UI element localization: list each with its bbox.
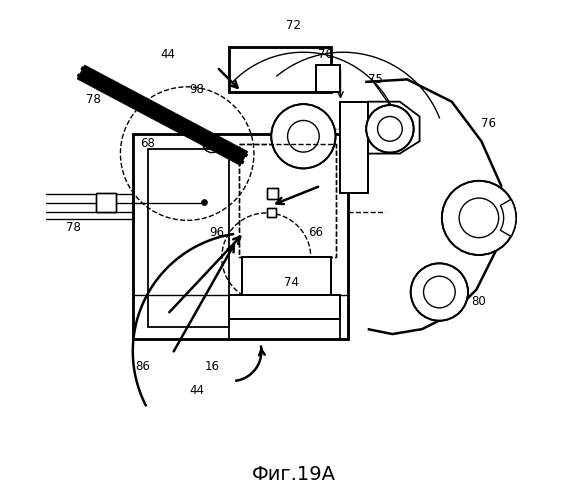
Bar [267, 188, 278, 199]
Text: Фиг.19А: Фиг.19А [251, 466, 336, 484]
Text: 98: 98 [190, 83, 204, 96]
Text: 70: 70 [318, 48, 333, 61]
Bar [229, 48, 330, 92]
Bar [133, 134, 348, 339]
Text: 96: 96 [210, 226, 224, 239]
Polygon shape [77, 65, 248, 166]
Bar [96, 193, 116, 212]
Bar [267, 208, 276, 218]
Bar [229, 294, 340, 319]
Text: 66: 66 [308, 226, 323, 239]
Bar [239, 144, 336, 258]
Bar [242, 258, 330, 302]
Circle shape [411, 264, 468, 320]
Bar [316, 64, 340, 92]
Bar [148, 148, 229, 326]
Circle shape [442, 181, 516, 255]
Text: 68: 68 [140, 137, 155, 150]
Bar [242, 258, 330, 302]
Bar [133, 134, 348, 339]
Text: 44: 44 [190, 384, 205, 398]
Text: 75: 75 [367, 73, 383, 86]
Bar [316, 64, 340, 92]
Text: 74: 74 [284, 276, 299, 288]
Wedge shape [500, 200, 516, 236]
Bar [340, 102, 367, 193]
Text: 80: 80 [471, 296, 486, 308]
Bar [239, 144, 336, 258]
Bar [229, 48, 330, 92]
Text: 78: 78 [66, 221, 81, 234]
Bar [340, 102, 367, 193]
Bar [96, 193, 116, 212]
Circle shape [271, 104, 336, 168]
Text: 78: 78 [86, 92, 101, 106]
Bar [267, 208, 276, 218]
Bar [267, 188, 278, 199]
Circle shape [366, 105, 414, 152]
Text: 76: 76 [481, 118, 496, 130]
Text: 44: 44 [160, 48, 175, 61]
Text: 86: 86 [135, 360, 150, 372]
Text: 16: 16 [204, 360, 220, 372]
Circle shape [201, 200, 207, 205]
Bar [229, 294, 340, 319]
Text: 72: 72 [286, 18, 301, 32]
